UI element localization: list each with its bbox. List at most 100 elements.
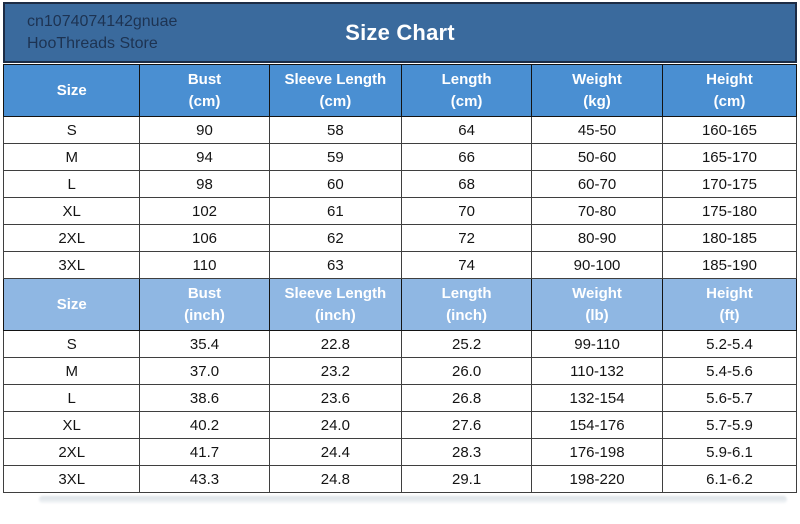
header-unit: (inch) [184, 306, 225, 324]
table-cell: 35.4 [139, 330, 270, 358]
header-unit: (cm) [713, 92, 746, 110]
table-cell: 160-165 [661, 116, 798, 144]
table-cell: 154-176 [531, 411, 663, 439]
table-cell: 180-185 [661, 224, 798, 252]
table-row: M 94 59 66 50-60 165-170 [2, 143, 798, 171]
table-cell: 106 [139, 224, 270, 252]
table-row: 3XL 110 63 74 90-100 185-190 [2, 251, 798, 279]
size-table: Size Bust (cm) Sleeve Length (cm) Length (cm) W… [2, 64, 798, 493]
header-unit: (cm) [188, 92, 221, 110]
table-cell: 165-170 [661, 143, 798, 171]
table-cell: 5.7-5.9 [661, 411, 798, 439]
table-cell: 22.8 [268, 330, 403, 358]
header-unit: (cm) [319, 92, 352, 110]
header-cell: Bust (inch) [139, 278, 270, 331]
header-cell: Size [2, 64, 141, 117]
store-info: cn1074074142gnuae HooThreads Store [15, 11, 177, 55]
header-unit: (inch) [446, 306, 487, 324]
table-cell: 2XL [2, 438, 141, 466]
cropped-next-section-strip [39, 496, 787, 503]
header-unit: (lb) [585, 306, 609, 324]
table-cell: 5.9-6.1 [661, 438, 798, 466]
table-cell: 3XL [2, 251, 141, 279]
table-cell: 90 [139, 116, 270, 144]
table-cell: L [2, 170, 141, 198]
table-row: M 37.0 23.2 26.0 110-132 5.4-5.6 [2, 357, 798, 385]
table-cell: 175-180 [661, 197, 798, 225]
table-cell: 25.2 [401, 330, 533, 358]
table-cell: 60-70 [531, 170, 663, 198]
table-cell: 60 [268, 170, 403, 198]
table-cell: 185-190 [661, 251, 798, 279]
table-cell: 5.2-5.4 [661, 330, 798, 358]
table-cell: 66 [401, 143, 533, 171]
table-cell: 41.7 [139, 438, 270, 466]
table-row: 2XL 41.7 24.4 28.3 176-198 5.9-6.1 [2, 438, 798, 466]
table-cell: 5.4-5.6 [661, 357, 798, 385]
table-cell: 23.6 [268, 384, 403, 412]
header-cell: Size [2, 278, 141, 331]
table-cell: 80-90 [531, 224, 663, 252]
store-id-text: cn1074074142gnuae [27, 12, 178, 30]
header-label: Size [56, 81, 87, 99]
table-cell: 26.0 [401, 357, 533, 385]
title-banner: cn1074074142gnuae HooThreads Store Size … [3, 2, 797, 63]
table-cell: 90-100 [531, 251, 663, 279]
header-label: Height [706, 70, 753, 88]
table-cell: 102 [139, 197, 270, 225]
table-cell: 38.6 [139, 384, 270, 412]
table-cell: 68 [401, 170, 533, 198]
table-row: 2XL 106 62 72 80-90 180-185 [2, 224, 798, 252]
table-row: S 35.4 22.8 25.2 99-110 5.2-5.4 [2, 330, 798, 358]
table-row: S 90 58 64 45-50 160-165 [2, 116, 798, 144]
table-cell: 198-220 [531, 465, 663, 493]
table-cell: 132-154 [531, 384, 663, 412]
header-cell: Bust (cm) [139, 64, 270, 117]
table-cell: 45-50 [531, 116, 663, 144]
header-label: Length [441, 70, 492, 88]
table-row: XL 40.2 24.0 27.6 154-176 5.7-5.9 [2, 411, 798, 439]
header-label: Length [441, 284, 492, 302]
header-cell: Height (ft) [661, 278, 798, 331]
table-cell: 58 [268, 116, 403, 144]
table-cell: 63 [268, 251, 403, 279]
header-label: Weight [572, 284, 622, 302]
table-cell: 43.3 [139, 465, 270, 493]
table-cell: 110 [139, 251, 270, 279]
header-unit: (inch) [314, 306, 356, 324]
table-cell: S [2, 116, 141, 144]
table-row: 3XL 43.3 24.8 29.1 198-220 6.1-6.2 [2, 465, 798, 493]
header-unit: (ft) [719, 306, 740, 324]
header-cell: Weight (lb) [531, 278, 663, 331]
table-cell: 28.3 [401, 438, 533, 466]
table-cell: 40.2 [139, 411, 270, 439]
header-cell: Sleeve Length (inch) [268, 278, 403, 331]
table-cell: XL [2, 197, 141, 225]
table-cell: M [2, 357, 141, 385]
header-label: Height [706, 284, 753, 302]
table-cell: 59 [268, 143, 403, 171]
table-row: XL 102 61 70 70-80 175-180 [2, 197, 798, 225]
table-cell: 23.2 [268, 357, 403, 385]
header-cell: Length (cm) [401, 64, 533, 117]
table-cell: 27.6 [401, 411, 533, 439]
header-label: Size [56, 295, 87, 313]
header-label: Bust [187, 284, 222, 302]
header-label: Weight [572, 70, 622, 88]
table-cell: 98 [139, 170, 270, 198]
header-label: Bust [187, 70, 222, 88]
table-cell: 74 [401, 251, 533, 279]
table-cell: 29.1 [401, 465, 533, 493]
table-cell: 72 [401, 224, 533, 252]
table-cell: 37.0 [139, 357, 270, 385]
table-cell: 70 [401, 197, 533, 225]
table-cell: 99-110 [531, 330, 663, 358]
table-cell: 176-198 [531, 438, 663, 466]
header-label: Sleeve Length [284, 70, 387, 88]
table-header-row-imperial: Size Bust (inch) Sleeve Length (inch) Length (… [2, 278, 798, 331]
table-cell: 94 [139, 143, 270, 171]
table-cell: 50-60 [531, 143, 663, 171]
store-name-text: HooThreads Store [27, 34, 158, 52]
table-cell: 6.1-6.2 [661, 465, 798, 493]
table-cell: 3XL [2, 465, 141, 493]
